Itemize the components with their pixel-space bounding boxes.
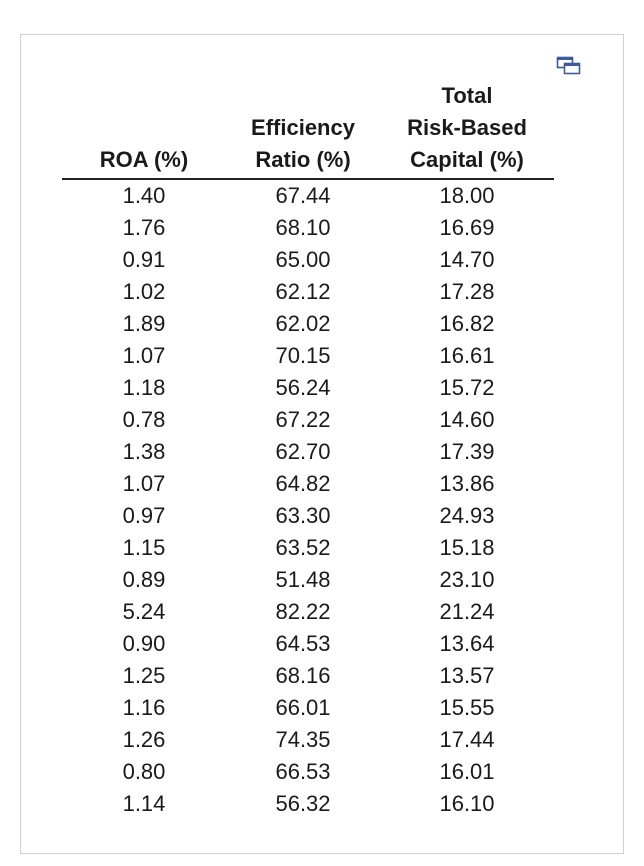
table-row: 1.02 62.12 17.28 <box>62 276 554 308</box>
cell-efficiency-ratio: 67.44 <box>275 183 331 208</box>
cell-roa: 0.97 <box>122 503 166 528</box>
cell-efficiency-ratio: 56.24 <box>275 375 331 400</box>
cell-roa: 0.91 <box>122 247 166 272</box>
header-efficiency-line-1: Efficiency <box>251 115 355 140</box>
table-row: 1.25 68.16 13.57 <box>62 660 554 692</box>
table-row: 1.16 66.01 15.55 <box>62 692 554 724</box>
header-roa: ROA (%) <box>62 80 226 180</box>
cell-total-risk-based-capital: 14.60 <box>439 407 495 432</box>
table-row: 5.24 82.22 21.24 <box>62 596 554 628</box>
popout-window-icon[interactable] <box>556 56 582 76</box>
cell-total-risk-based-capital: 16.82 <box>439 311 495 336</box>
cell-total-risk-based-capital: 17.28 <box>439 279 495 304</box>
cell-roa: 0.78 <box>122 407 166 432</box>
table-row: 0.80 66.53 16.01 <box>62 756 554 788</box>
cell-efficiency-ratio: 62.70 <box>275 439 331 464</box>
table-row: 1.14 56.32 16.10 <box>62 788 554 820</box>
cell-efficiency-ratio: 82.22 <box>275 599 331 624</box>
cell-roa: 0.80 <box>122 759 166 784</box>
cell-roa: 1.38 <box>122 439 166 464</box>
cell-total-risk-based-capital: 23.10 <box>439 567 495 592</box>
cell-total-risk-based-capital: 18.00 <box>439 183 495 208</box>
cell-efficiency-ratio: 63.30 <box>275 503 331 528</box>
cell-efficiency-ratio: 62.02 <box>275 311 331 336</box>
cell-total-risk-based-capital: 15.18 <box>439 535 495 560</box>
cell-efficiency-ratio: 66.01 <box>275 695 331 720</box>
header-roa-line: ROA (%) <box>99 147 189 172</box>
header-total-risk-based-capital: Total Risk-Based Capital (%) <box>380 80 554 180</box>
table-row: 1.26 74.35 17.44 <box>62 724 554 756</box>
cell-roa: 1.16 <box>122 695 166 720</box>
cell-total-risk-based-capital: 15.55 <box>439 695 495 720</box>
cell-roa: 1.07 <box>122 471 166 496</box>
header-efficiency-line-2: Ratio (%) <box>255 147 351 172</box>
cell-efficiency-ratio: 74.35 <box>275 727 331 752</box>
cell-total-risk-based-capital: 17.39 <box>439 439 495 464</box>
cell-efficiency-ratio: 51.48 <box>275 567 331 592</box>
cell-efficiency-ratio: 65.00 <box>275 247 331 272</box>
cell-efficiency-ratio: 64.82 <box>275 471 331 496</box>
cell-total-risk-based-capital: 24.93 <box>439 503 495 528</box>
table-row: 1.40 67.44 18.00 <box>62 179 554 212</box>
table-row: 1.07 64.82 13.86 <box>62 468 554 500</box>
table-row: 0.78 67.22 14.60 <box>62 404 554 436</box>
cell-total-risk-based-capital: 13.64 <box>439 631 495 656</box>
table-row: 1.18 56.24 15.72 <box>62 372 554 404</box>
cell-roa: 0.89 <box>122 567 166 592</box>
cell-efficiency-ratio: 62.12 <box>275 279 331 304</box>
header-capital-line-2: Risk-Based <box>407 115 527 140</box>
cell-roa: 0.90 <box>122 631 166 656</box>
cell-roa: 1.02 <box>122 279 166 304</box>
cell-total-risk-based-capital: 16.69 <box>439 215 495 240</box>
table-row: 0.97 63.30 24.93 <box>62 500 554 532</box>
cell-efficiency-ratio: 70.15 <box>275 343 331 368</box>
table-row: 1.15 63.52 15.18 <box>62 532 554 564</box>
cell-efficiency-ratio: 63.52 <box>275 535 331 560</box>
table-row: 0.90 64.53 13.64 <box>62 628 554 660</box>
cell-roa: 1.25 <box>122 663 166 688</box>
cell-total-risk-based-capital: 14.70 <box>439 247 495 272</box>
cell-total-risk-based-capital: 16.61 <box>439 343 495 368</box>
cell-efficiency-ratio: 67.22 <box>275 407 331 432</box>
cell-total-risk-based-capital: 13.86 <box>439 471 495 496</box>
cell-roa: 5.24 <box>122 599 166 624</box>
cell-total-risk-based-capital: 15.72 <box>439 375 495 400</box>
cell-roa: 1.15 <box>122 535 166 560</box>
cell-roa: 1.14 <box>122 791 166 816</box>
cell-efficiency-ratio: 68.10 <box>275 215 331 240</box>
cell-roa: 1.89 <box>122 311 166 336</box>
header-capital-line-1: Total <box>441 83 493 108</box>
header-efficiency-ratio: Efficiency Ratio (%) <box>226 80 380 180</box>
table-row: 0.89 51.48 23.10 <box>62 564 554 596</box>
header-capital-line-3: Capital (%) <box>410 147 524 172</box>
table-body: 1.40 67.44 18.00 1.76 68.10 16.69 0.91 65.00 14.… <box>62 179 554 820</box>
cell-total-risk-based-capital: 16.01 <box>439 759 495 784</box>
data-table-container: ROA (%) Efficiency Ratio (%) Total Risk-… <box>62 80 554 820</box>
table-row: 0.91 65.00 14.70 <box>62 244 554 276</box>
cell-total-risk-based-capital: 17.44 <box>439 727 495 752</box>
cell-total-risk-based-capital: 21.24 <box>439 599 495 624</box>
table-row: 1.76 68.10 16.69 <box>62 212 554 244</box>
cell-efficiency-ratio: 64.53 <box>275 631 331 656</box>
cell-efficiency-ratio: 68.16 <box>275 663 331 688</box>
data-table: ROA (%) Efficiency Ratio (%) Total Risk-… <box>62 80 554 820</box>
header-row: ROA (%) Efficiency Ratio (%) Total Risk-… <box>62 80 554 180</box>
table-row: 1.38 62.70 17.39 <box>62 436 554 468</box>
cell-roa: 1.40 <box>122 183 166 208</box>
cell-efficiency-ratio: 66.53 <box>275 759 331 784</box>
cell-roa: 1.18 <box>122 375 166 400</box>
cell-total-risk-based-capital: 13.57 <box>439 663 495 688</box>
cell-roa: 1.07 <box>122 343 166 368</box>
table-row: 1.89 62.02 16.82 <box>62 308 554 340</box>
cell-roa: 1.26 <box>122 727 166 752</box>
cell-roa: 1.76 <box>122 215 166 240</box>
cell-efficiency-ratio: 56.32 <box>275 791 331 816</box>
cell-total-risk-based-capital: 16.10 <box>439 791 495 816</box>
table-row: 1.07 70.15 16.61 <box>62 340 554 372</box>
